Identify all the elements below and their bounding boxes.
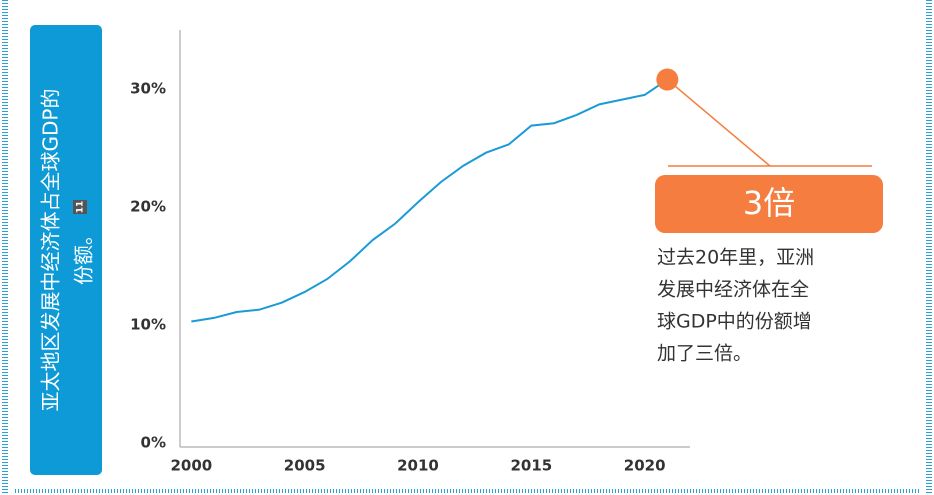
note-ref: 11 bbox=[76, 201, 86, 214]
x-tick-label: 2005 bbox=[284, 457, 326, 475]
data-line bbox=[191, 78, 668, 323]
x-tick-label: 2010 bbox=[397, 457, 439, 475]
x-tick-label: 2015 bbox=[510, 457, 552, 475]
callout-box bbox=[655, 175, 883, 233]
callout-text: 加了三倍。 bbox=[657, 343, 752, 365]
callout-text: 发展中经济体在全 bbox=[657, 279, 809, 301]
note-badge bbox=[73, 200, 87, 214]
label-box bbox=[30, 25, 102, 475]
callout-leader bbox=[666, 78, 771, 167]
callout-text: 球GDP中的份额增 bbox=[657, 311, 812, 333]
highlight-point bbox=[656, 68, 679, 91]
side-label: 份额。 bbox=[72, 225, 96, 285]
y-tick-label: 20% bbox=[130, 198, 166, 216]
callout-headline: 3倍 bbox=[743, 184, 795, 222]
y-tick-label: 30% bbox=[130, 80, 166, 98]
x-tick-label: 2020 bbox=[624, 457, 666, 475]
y-tick-label: 10% bbox=[130, 316, 166, 334]
side-label: 亚太地区发展中经济体占全球GDP的 bbox=[39, 89, 63, 412]
x-tick-label: 2000 bbox=[170, 457, 212, 475]
callout-text: 过去20年里，亚洲 bbox=[657, 247, 814, 269]
y-tick-label: 0% bbox=[141, 434, 166, 452]
